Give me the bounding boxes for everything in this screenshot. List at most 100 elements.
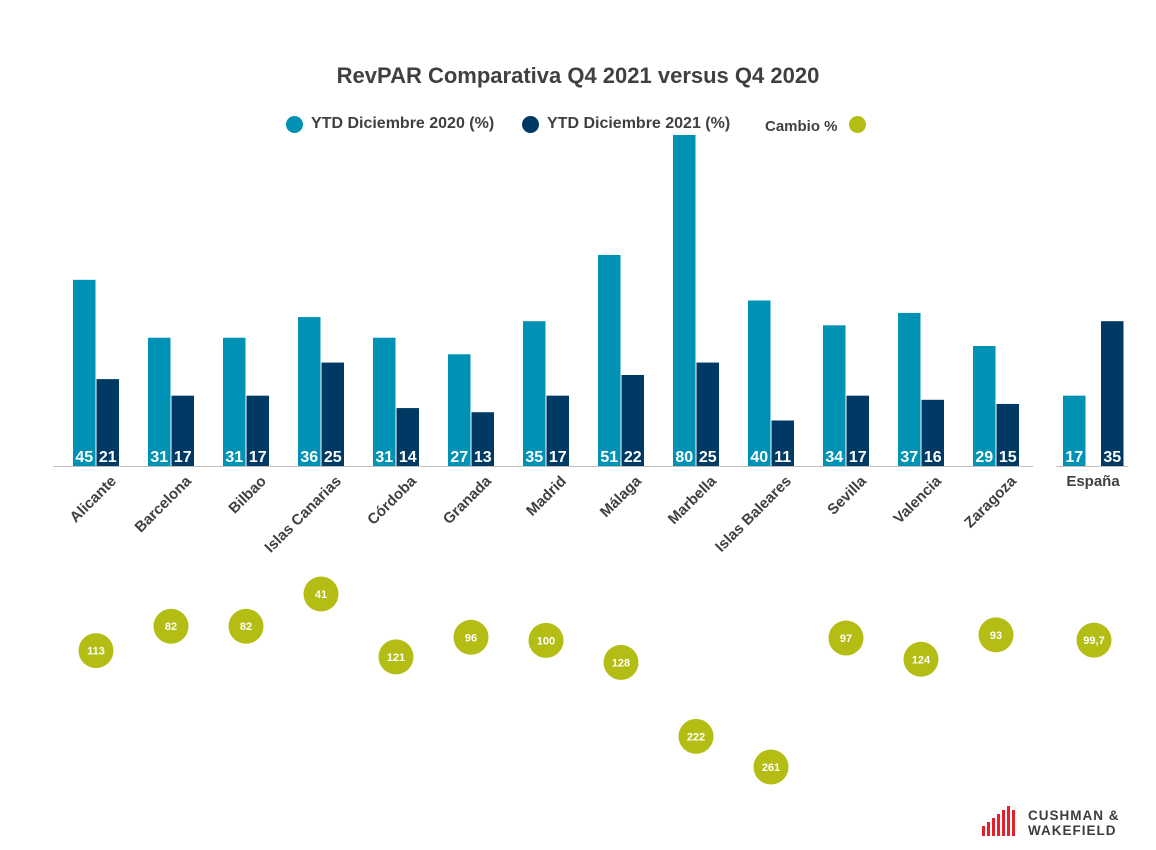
category-label-islas-baleares: Islas Baleares: [712, 473, 795, 556]
category-label-zaragoza: Zaragoza: [961, 472, 1020, 531]
legend-swatch-change: [849, 116, 866, 133]
change-label-barcelona: 82: [165, 621, 177, 633]
data-label-2020-bilbao: 31: [225, 449, 243, 466]
bar-2021-espana: [1101, 321, 1124, 466]
change-label-islas-canarias: 41: [315, 589, 327, 601]
category-label-alicante: Alicante: [67, 473, 120, 526]
bar-2020-marbella: [673, 135, 696, 466]
change-bubble-madrid: [528, 622, 564, 658]
data-label-2020-islas-baleares: 40: [750, 449, 768, 466]
data-label-2020-barcelona: 31: [150, 449, 168, 466]
cushman-wakefield-logo: CUSHMAN & WAKEFIELD: [980, 804, 1140, 838]
bar-2020-granada: [448, 354, 471, 466]
change-bubble-islas-baleares: [753, 749, 789, 785]
data-label-2021-madrid: 17: [549, 449, 567, 466]
change-label-espana: 99,7: [1083, 635, 1104, 647]
data-label-2021-valencia: 16: [924, 449, 942, 466]
change-bubble-malaga: [603, 644, 639, 680]
bar-2021-zaragoza: [996, 403, 1019, 466]
change-label-islas-baleares: 261: [762, 762, 780, 774]
category-label-valencia: Valencia: [890, 472, 945, 527]
data-label-2021-alicante: 21: [99, 449, 117, 466]
legend: YTD Diciembre 2020 (%) YTD Diciembre 202…: [0, 113, 1156, 137]
change-label-malaga: 128: [612, 657, 630, 669]
bar-2021-madrid: [546, 395, 569, 466]
legend-swatch-2021: [522, 116, 539, 133]
legend-label-2020: YTD Diciembre 2020 (%): [311, 115, 495, 132]
logo-line-1: CUSHMAN &: [1028, 808, 1120, 823]
bar-2021-islas-canarias: [321, 362, 344, 466]
chart-title: RevPAR Comparativa Q4 2021 versus Q4 202…: [336, 63, 820, 88]
logo-bar: [992, 818, 995, 836]
bar-2020-islas-canarias: [298, 317, 321, 466]
change-bubble-zaragoza: [978, 617, 1014, 653]
bar-2021-alicante: [96, 379, 119, 466]
change-bubble-espana: [1076, 622, 1112, 658]
logo-bar: [997, 814, 1000, 836]
logo-bar: [1007, 806, 1010, 836]
change-bubble-sevilla: [828, 620, 864, 656]
logo-bar: [987, 822, 990, 836]
legend-swatch-2020: [286, 116, 303, 133]
bar-2020-espana: [1063, 395, 1086, 466]
bar-2021-sevilla: [846, 395, 869, 466]
legend-label-change: Cambio %: [765, 118, 838, 135]
data-label-2021-marbella: 25: [699, 449, 717, 466]
legend-label-2021: YTD Diciembre 2021 (%): [547, 115, 731, 132]
bar-2021-islas-baleares: [771, 420, 794, 466]
change-bubble-barcelona: [153, 608, 189, 644]
bar-2020-madrid: [523, 321, 546, 466]
bar-2021-malaga: [621, 374, 644, 466]
change-label-zaragoza: 93: [990, 630, 1002, 642]
change-label-granada: 96: [465, 632, 477, 644]
change-bubble-marbella: [678, 718, 714, 754]
change-label-valencia: 124: [912, 654, 931, 666]
data-label-2020-espana: 17: [1065, 449, 1083, 466]
data-label-2021-islas-canarias: 25: [324, 449, 342, 466]
change-label-alicante: 113: [87, 646, 105, 658]
logo-bar: [1012, 810, 1015, 836]
category-label-barcelona: Barcelona: [132, 472, 196, 536]
bar-2021-cordoba: [396, 408, 419, 466]
bar-2020-islas-baleares: [748, 300, 771, 466]
data-label-2021-granada: 13: [474, 449, 492, 466]
bar-2020-sevilla: [823, 325, 846, 466]
bar-2021-valencia: [921, 399, 944, 466]
change-bubble-islas-canarias: [303, 576, 339, 612]
category-label-madrid: Madrid: [523, 473, 570, 520]
change-label-marbella: 222: [687, 731, 705, 743]
logo-bar: [982, 826, 985, 836]
bar-2020-malaga: [598, 254, 621, 466]
data-label-2020-islas-canarias: 36: [300, 449, 318, 466]
data-label-2021-zaragoza: 15: [999, 449, 1017, 466]
change-label-bilbao: 82: [240, 621, 252, 633]
change-bubble-alicante: [78, 633, 114, 669]
data-label-2021-cordoba: 14: [399, 449, 417, 466]
change-label-sevilla: 97: [840, 633, 852, 645]
category-label-malaga: Málaga: [597, 472, 645, 520]
category-label-cordoba: Córdoba: [364, 472, 420, 528]
change-label-cordoba: 121: [387, 652, 405, 664]
change-label-madrid: 100: [537, 635, 555, 647]
category-label-sevilla: Sevilla: [824, 472, 870, 518]
category-label-granada: Granada: [440, 472, 496, 528]
change-bubble-granada: [453, 619, 489, 655]
bar-2021-bilbao: [246, 395, 269, 466]
bar-2020-alicante: [73, 279, 96, 466]
data-label-2020-zaragoza: 29: [975, 449, 993, 466]
data-label-2021-sevilla: 17: [849, 449, 867, 466]
data-label-2021-bilbao: 17: [249, 449, 267, 466]
bar-2020-valencia: [898, 312, 921, 466]
data-label-2020-sevilla: 34: [825, 449, 843, 466]
bar-2020-bilbao: [223, 337, 246, 466]
data-label-2020-madrid: 35: [525, 449, 543, 466]
logo-line-2: WAKEFIELD: [1028, 823, 1117, 838]
logo-bar: [1002, 810, 1005, 836]
logo-mark-icon: [982, 806, 1015, 836]
bar-2020-zaragoza: [973, 346, 996, 466]
data-label-2021-barcelona: 17: [174, 449, 192, 466]
data-label-2020-valencia: 37: [900, 449, 918, 466]
change-bubble-bilbao: [228, 608, 264, 644]
category-label-islas-canarias: Islas Canarias: [261, 473, 344, 556]
